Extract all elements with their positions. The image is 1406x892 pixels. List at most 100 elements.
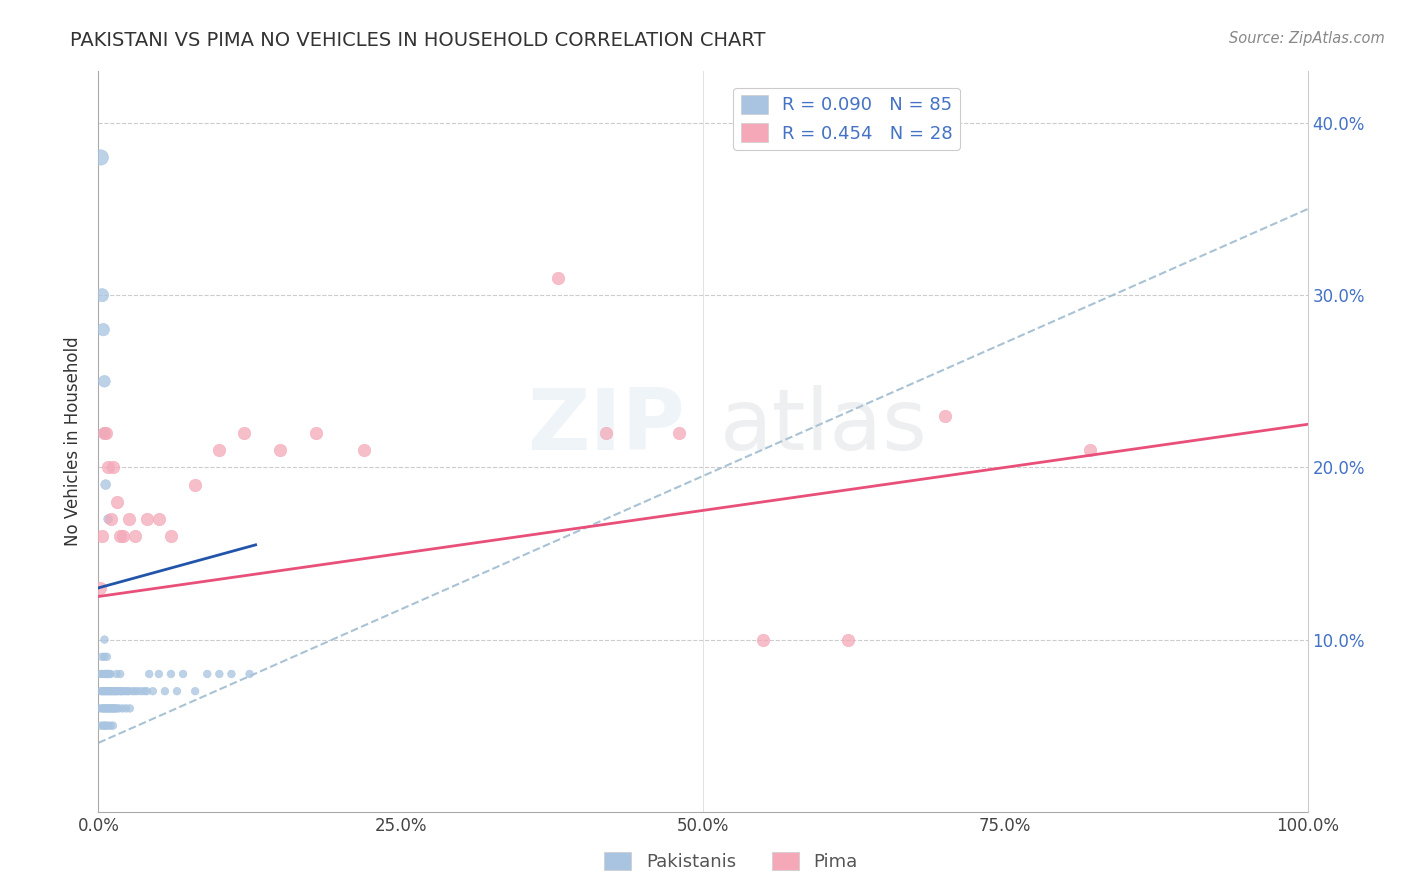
Text: Source: ZipAtlas.com: Source: ZipAtlas.com bbox=[1229, 31, 1385, 46]
Point bbox=[100, 512, 122, 526]
Point bbox=[752, 632, 775, 647]
Point bbox=[127, 684, 149, 698]
Point bbox=[97, 718, 120, 732]
Point bbox=[94, 667, 117, 681]
Point bbox=[101, 684, 124, 698]
Point bbox=[90, 667, 112, 681]
Point bbox=[108, 667, 131, 681]
Point bbox=[104, 701, 127, 715]
Point bbox=[135, 684, 157, 698]
Point bbox=[232, 425, 254, 440]
Point bbox=[239, 667, 262, 681]
Point bbox=[91, 684, 114, 698]
Point bbox=[100, 667, 122, 681]
Point bbox=[100, 684, 122, 698]
Point bbox=[134, 684, 156, 698]
Point bbox=[100, 684, 122, 698]
Point bbox=[93, 667, 115, 681]
Point bbox=[94, 684, 117, 698]
Point bbox=[89, 581, 111, 595]
Point bbox=[98, 684, 121, 698]
Point bbox=[118, 684, 141, 698]
Point bbox=[91, 701, 114, 715]
Point bbox=[101, 701, 124, 715]
Point bbox=[221, 667, 243, 681]
Point bbox=[166, 684, 188, 698]
Point bbox=[105, 684, 128, 698]
Point bbox=[105, 701, 128, 715]
Point bbox=[129, 684, 152, 698]
Point bbox=[93, 425, 115, 440]
Point bbox=[89, 701, 111, 715]
Point bbox=[100, 718, 122, 732]
Point bbox=[124, 684, 146, 698]
Point bbox=[91, 718, 114, 732]
Point bbox=[91, 323, 114, 337]
Point bbox=[96, 649, 118, 664]
Point bbox=[148, 667, 170, 681]
Point bbox=[96, 667, 118, 681]
Point bbox=[111, 684, 134, 698]
Point bbox=[94, 477, 117, 491]
Point bbox=[117, 684, 139, 698]
Point bbox=[353, 443, 375, 458]
Point bbox=[90, 151, 112, 165]
Point bbox=[547, 271, 569, 285]
Point bbox=[105, 495, 128, 509]
Legend: R = 0.090   N = 85, R = 0.454   N = 28: R = 0.090 N = 85, R = 0.454 N = 28 bbox=[734, 87, 960, 150]
Point bbox=[94, 425, 117, 440]
Point bbox=[91, 667, 114, 681]
Point bbox=[100, 701, 122, 715]
Point bbox=[160, 529, 183, 543]
Point bbox=[93, 649, 115, 664]
Point bbox=[93, 684, 115, 698]
Point bbox=[93, 374, 115, 388]
Point bbox=[107, 684, 129, 698]
Point bbox=[96, 701, 118, 715]
Point bbox=[90, 684, 112, 698]
Point bbox=[668, 425, 690, 440]
Point bbox=[90, 718, 112, 732]
Point bbox=[97, 667, 120, 681]
Point bbox=[98, 667, 121, 681]
Point bbox=[595, 425, 617, 440]
Point bbox=[91, 701, 114, 715]
Point bbox=[160, 667, 183, 681]
Point bbox=[103, 701, 125, 715]
Point bbox=[114, 684, 136, 698]
Point bbox=[93, 718, 115, 732]
Point bbox=[837, 632, 859, 647]
Point bbox=[115, 701, 138, 715]
Point bbox=[118, 701, 141, 715]
Point bbox=[124, 529, 146, 543]
Point bbox=[184, 477, 207, 491]
Text: atlas: atlas bbox=[720, 385, 928, 468]
Point bbox=[94, 701, 117, 715]
Point bbox=[91, 649, 114, 664]
Point bbox=[97, 701, 120, 715]
Point bbox=[1078, 443, 1101, 458]
Point bbox=[305, 425, 328, 440]
Point bbox=[108, 701, 131, 715]
Point bbox=[97, 460, 120, 475]
Point bbox=[104, 684, 127, 698]
Point bbox=[97, 684, 120, 698]
Point bbox=[98, 701, 121, 715]
Y-axis label: No Vehicles in Household: No Vehicles in Household bbox=[65, 336, 83, 547]
Point bbox=[142, 684, 165, 698]
Point bbox=[103, 684, 125, 698]
Point bbox=[111, 701, 134, 715]
Point bbox=[108, 684, 131, 698]
Point bbox=[105, 667, 128, 681]
Text: ZIP: ZIP bbox=[527, 385, 685, 468]
Point bbox=[148, 512, 170, 526]
Point bbox=[172, 667, 194, 681]
Point bbox=[96, 684, 118, 698]
Point bbox=[101, 718, 124, 732]
Point bbox=[269, 443, 291, 458]
Point bbox=[91, 529, 114, 543]
Point bbox=[97, 512, 120, 526]
Point bbox=[208, 443, 231, 458]
Point bbox=[108, 529, 131, 543]
Point bbox=[93, 425, 115, 440]
